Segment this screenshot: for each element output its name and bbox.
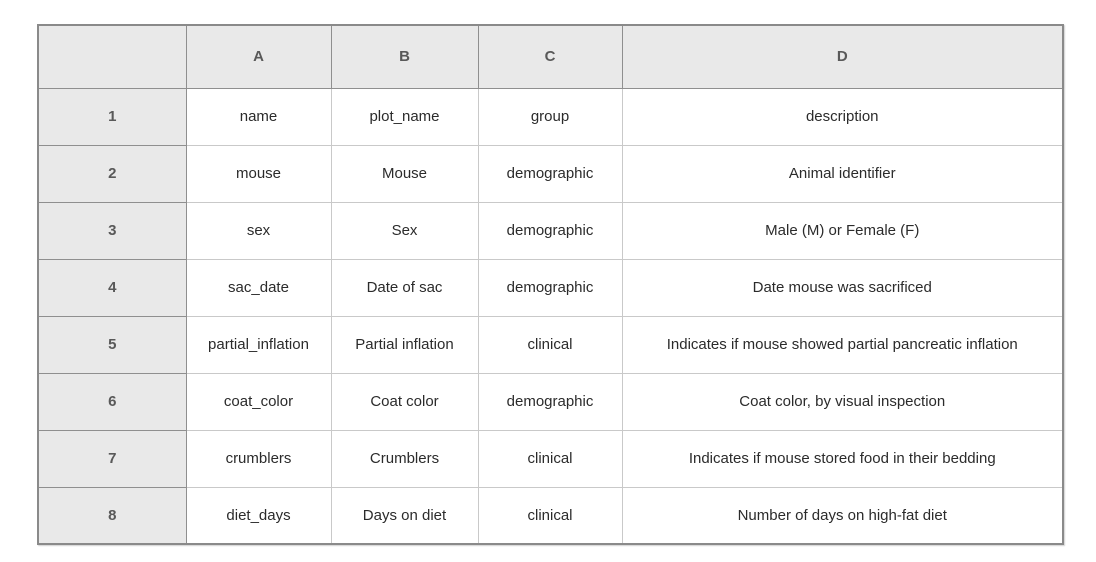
cell-c8[interactable]: clinical	[477, 486, 623, 545]
row-header-6[interactable]: 6	[37, 372, 187, 431]
cell-a2[interactable]: mouse	[185, 144, 332, 203]
spreadsheet-table: A B C D 1 name plot_name group descripti…	[37, 24, 1064, 545]
cell-c4[interactable]: demographic	[477, 258, 623, 317]
column-header-a[interactable]: A	[185, 24, 332, 89]
cell-d4[interactable]: Date mouse was sacrificed	[621, 258, 1064, 317]
cell-d2[interactable]: Animal identifier	[621, 144, 1064, 203]
cell-b1[interactable]: plot_name	[330, 87, 479, 146]
cell-a8[interactable]: diet_days	[185, 486, 332, 545]
cell-c6[interactable]: demographic	[477, 372, 623, 431]
cell-a4[interactable]: sac_date	[185, 258, 332, 317]
cell-d6[interactable]: Coat color, by visual inspection	[621, 372, 1064, 431]
cell-b5[interactable]: Partial inflation	[330, 315, 479, 374]
row-header-3[interactable]: 3	[37, 201, 187, 260]
cell-b3[interactable]: Sex	[330, 201, 479, 260]
row-header-7[interactable]: 7	[37, 429, 187, 488]
table-row: 1 name plot_name group description	[37, 87, 1064, 146]
cell-d5[interactable]: Indicates if mouse showed partial pancre…	[621, 315, 1064, 374]
cell-c5[interactable]: clinical	[477, 315, 623, 374]
cell-b8[interactable]: Days on diet	[330, 486, 479, 545]
table-row: 2 mouse Mouse demographic Animal identif…	[37, 144, 1064, 203]
cell-d1[interactable]: description	[621, 87, 1064, 146]
cell-b4[interactable]: Date of sac	[330, 258, 479, 317]
row-header-5[interactable]: 5	[37, 315, 187, 374]
cell-b6[interactable]: Coat color	[330, 372, 479, 431]
cell-a3[interactable]: sex	[185, 201, 332, 260]
table-row: 5 partial_inflation Partial inflation cl…	[37, 315, 1064, 374]
cell-d7[interactable]: Indicates if mouse stored food in their …	[621, 429, 1064, 488]
cell-a6[interactable]: coat_color	[185, 372, 332, 431]
table-row: 7 crumblers Crumblers clinical Indicates…	[37, 429, 1064, 488]
column-header-row: A B C D	[37, 24, 1064, 89]
cell-b2[interactable]: Mouse	[330, 144, 479, 203]
cell-a7[interactable]: crumblers	[185, 429, 332, 488]
column-header-c[interactable]: C	[477, 24, 623, 89]
table-row: 6 coat_color Coat color demographic Coat…	[37, 372, 1064, 431]
table-row: 8 diet_days Days on diet clinical Number…	[37, 486, 1064, 545]
cell-d8[interactable]: Number of days on high-fat diet	[621, 486, 1064, 545]
cell-b7[interactable]: Crumblers	[330, 429, 479, 488]
table-row: 4 sac_date Date of sac demographic Date …	[37, 258, 1064, 317]
row-header-2[interactable]: 2	[37, 144, 187, 203]
cell-c1[interactable]: group	[477, 87, 623, 146]
row-header-8[interactable]: 8	[37, 486, 187, 545]
cell-c3[interactable]: demographic	[477, 201, 623, 260]
cell-c2[interactable]: demographic	[477, 144, 623, 203]
row-header-1[interactable]: 1	[37, 87, 187, 146]
cell-a1[interactable]: name	[185, 87, 332, 146]
spreadsheet: A B C D 1 name plot_name group descripti…	[37, 24, 1064, 545]
cell-d3[interactable]: Male (M) or Female (F)	[621, 201, 1064, 260]
row-header-4[interactable]: 4	[37, 258, 187, 317]
column-header-b[interactable]: B	[330, 24, 479, 89]
corner-cell[interactable]	[37, 24, 187, 89]
cell-c7[interactable]: clinical	[477, 429, 623, 488]
table-row: 3 sex Sex demographic Male (M) or Female…	[37, 201, 1064, 260]
column-header-d[interactable]: D	[621, 24, 1064, 89]
cell-a5[interactable]: partial_inflation	[185, 315, 332, 374]
